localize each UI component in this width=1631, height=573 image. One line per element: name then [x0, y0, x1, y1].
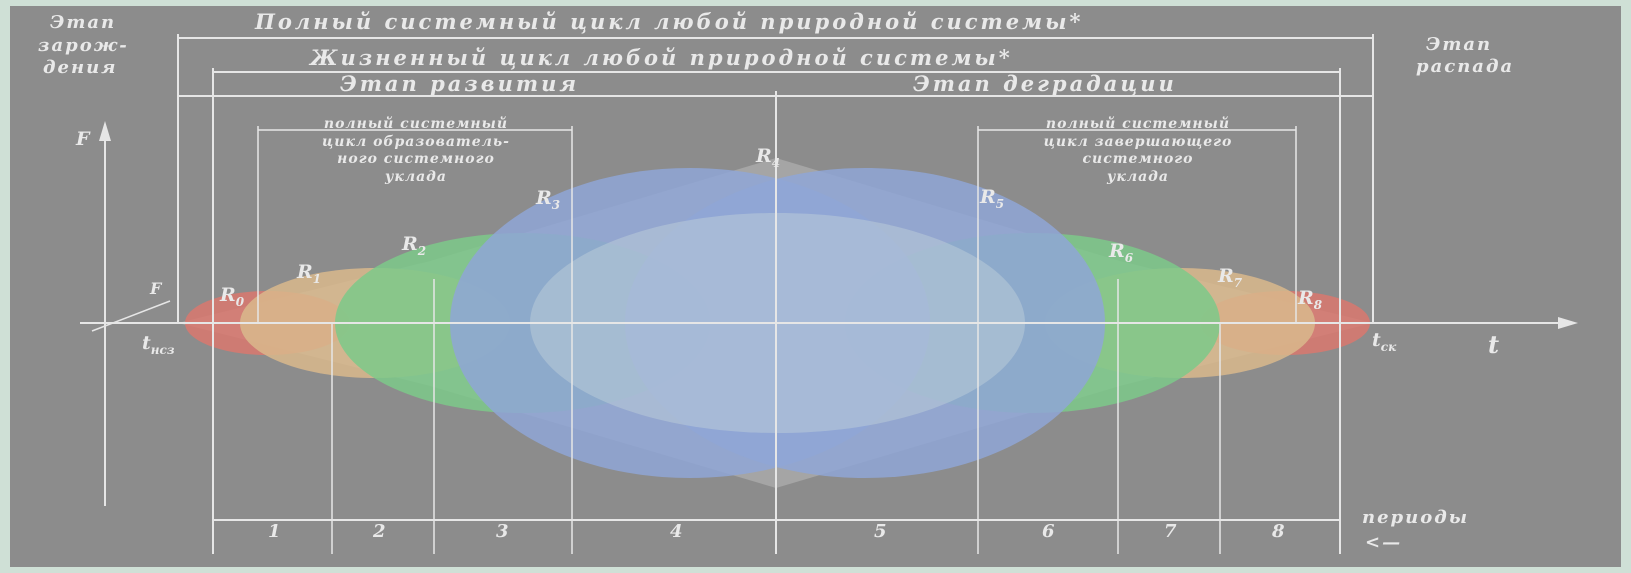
- regime-r8: R8: [1298, 289, 1322, 311]
- right-bracket-line4: уклада: [1107, 169, 1169, 185]
- full-cycle-title: Полный системный цикл любой природной си…: [255, 11, 1083, 32]
- period-7: 7: [1164, 523, 1177, 541]
- birth-stage-line1: Этап: [50, 14, 116, 32]
- regime-r4: R4: [756, 147, 780, 169]
- regime-r0: R0: [220, 286, 244, 308]
- birth-stage-line3: дения: [43, 59, 118, 77]
- regime-r5: R5: [980, 188, 1004, 210]
- development-stage-label: Этап развития: [340, 73, 579, 94]
- f-arrow-label: F: [150, 281, 161, 297]
- system-cycle-diagram: [10, 6, 1621, 567]
- regime-r7: R7: [1218, 267, 1242, 289]
- right-bracket-caption: полный системный цикл завершающего систе…: [980, 116, 1296, 186]
- x-axis-label: t: [1488, 333, 1499, 357]
- left-bracket-line1: полный системный: [324, 116, 508, 132]
- right-bracket-line2: цикл завершающего: [1044, 134, 1233, 150]
- left-bracket-line3: ного системного: [337, 151, 495, 167]
- left-bracket-line4: уклада: [385, 169, 447, 185]
- life-cycle-title: Жизненный цикл любой природной системы*: [310, 47, 1013, 68]
- period-3: 3: [496, 523, 509, 541]
- left-bracket-line2: цикл образователь-: [322, 134, 510, 150]
- periods-label: периоды: [1362, 509, 1469, 527]
- diagram-canvas: Полный системный цикл любой природной си…: [10, 6, 1621, 567]
- decay-stage-line1: Этап: [1426, 36, 1492, 54]
- x-axis-arrow: [1558, 317, 1578, 329]
- decay-stage-line2: распада: [1416, 58, 1514, 76]
- degradation-stage-label: Этап деградации: [913, 73, 1177, 94]
- period-5: 5: [874, 523, 887, 541]
- period-1: 1: [268, 523, 281, 541]
- left-bracket-caption: полный системный цикл образователь- ного…: [260, 116, 572, 186]
- period-6: 6: [1042, 523, 1055, 541]
- y-axis-arrow: [99, 121, 111, 141]
- right-bracket-line1: полный системный: [1046, 116, 1230, 132]
- regime-r3: R3: [536, 189, 560, 211]
- birth-stage-line2: зарож-: [38, 37, 129, 55]
- regime-r6: R6: [1109, 242, 1133, 264]
- period-8: 8: [1272, 523, 1285, 541]
- period-4: 4: [670, 523, 683, 541]
- t-end-label: tск: [1372, 331, 1396, 353]
- t-start-label: tнсз: [142, 334, 175, 356]
- right-bracket-line3: системного: [1082, 151, 1193, 167]
- y-axis-label: F: [76, 130, 90, 149]
- period-2: 2: [373, 523, 386, 541]
- regime-r2: R2: [402, 235, 426, 257]
- f-arrow: [92, 301, 170, 331]
- periods-arrow: <—: [1365, 534, 1402, 552]
- regime-r1: R1: [297, 263, 321, 285]
